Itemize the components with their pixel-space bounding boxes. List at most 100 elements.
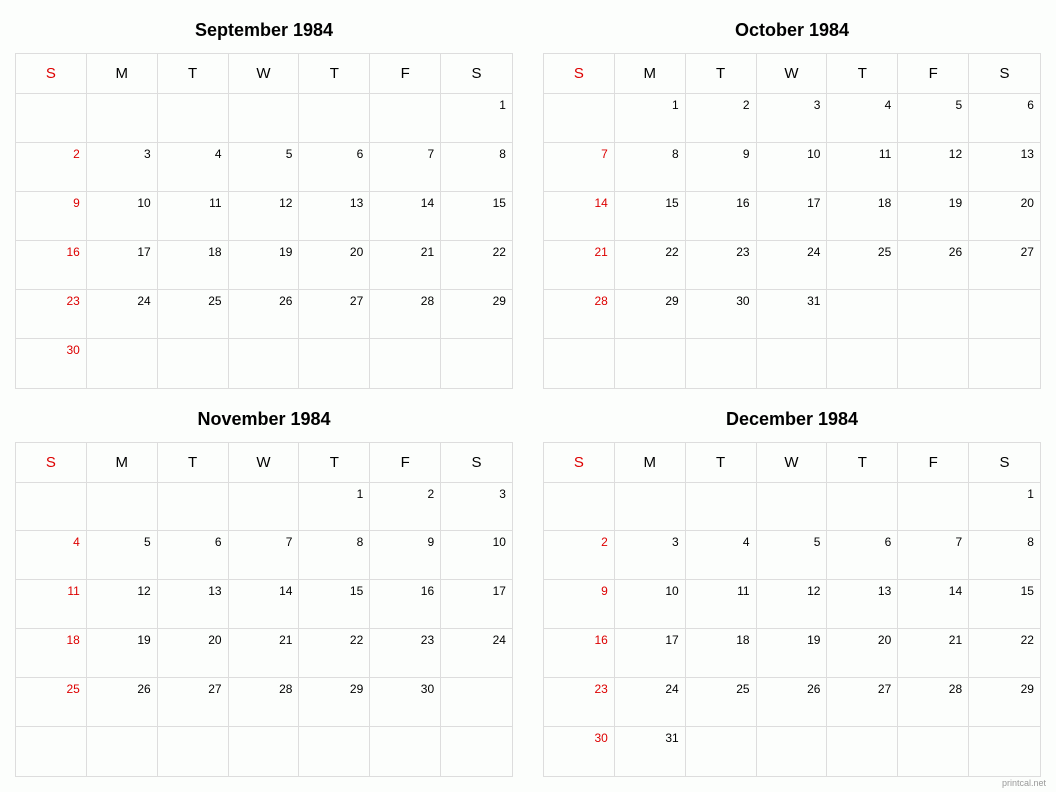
day-number: 14 — [594, 196, 607, 210]
day-number: 18 — [878, 196, 891, 210]
day-cell: 14 — [229, 580, 300, 629]
day-cell — [898, 290, 969, 339]
month-october: October 1984 SMTWTFS12345678910111213141… — [543, 20, 1041, 389]
day-cell: 3 — [441, 483, 512, 532]
day-cell: 1 — [615, 94, 686, 143]
day-number: 4 — [885, 98, 892, 112]
day-header: T — [827, 54, 898, 94]
day-cell: 25 — [16, 678, 87, 727]
day-number: 15 — [665, 196, 678, 210]
day-cell: 28 — [898, 678, 969, 727]
day-cell: 15 — [299, 580, 370, 629]
day-header: S — [16, 443, 87, 483]
day-header: T — [299, 54, 370, 94]
day-number: 1 — [672, 98, 679, 112]
day-header: S — [441, 54, 512, 94]
day-number: 14 — [421, 196, 434, 210]
day-cell: 10 — [87, 192, 158, 241]
day-number: 20 — [350, 245, 363, 259]
day-number: 2 — [427, 487, 434, 501]
day-cell: 11 — [686, 580, 757, 629]
day-number: 14 — [949, 584, 962, 598]
day-number: 25 — [208, 294, 221, 308]
day-number: 15 — [350, 584, 363, 598]
day-number: 14 — [279, 584, 292, 598]
day-cell: 30 — [544, 727, 615, 776]
day-cell: 21 — [898, 629, 969, 678]
day-number: 28 — [594, 294, 607, 308]
day-cell: 22 — [615, 241, 686, 290]
day-number: 27 — [350, 294, 363, 308]
day-number: 7 — [601, 147, 608, 161]
day-cell: 9 — [686, 143, 757, 192]
day-cell — [827, 290, 898, 339]
day-number: 26 — [279, 294, 292, 308]
day-cell: 16 — [370, 580, 441, 629]
day-number: 18 — [66, 633, 79, 647]
day-number: 2 — [73, 147, 80, 161]
day-number: 10 — [493, 535, 506, 549]
day-number: 28 — [279, 682, 292, 696]
day-number: 24 — [137, 294, 150, 308]
day-cell — [757, 483, 828, 532]
day-cell: 17 — [87, 241, 158, 290]
day-cell — [229, 483, 300, 532]
day-cell: 19 — [898, 192, 969, 241]
day-number: 13 — [208, 584, 221, 598]
day-header: S — [16, 54, 87, 94]
day-cell: 18 — [827, 192, 898, 241]
day-cell: 22 — [299, 629, 370, 678]
day-cell — [87, 483, 158, 532]
day-cell: 14 — [898, 580, 969, 629]
day-number: 6 — [885, 535, 892, 549]
day-number: 1 — [499, 98, 506, 112]
day-cell: 25 — [686, 678, 757, 727]
day-cell: 6 — [969, 94, 1040, 143]
day-cell: 11 — [16, 580, 87, 629]
day-number: 5 — [144, 535, 151, 549]
day-cell: 27 — [299, 290, 370, 339]
day-header: S — [544, 54, 615, 94]
day-cell: 17 — [757, 192, 828, 241]
day-header: S — [969, 443, 1040, 483]
day-cell — [441, 339, 512, 388]
month-november: November 1984 SMTWTFS1234567891011121314… — [15, 409, 513, 778]
day-number: 4 — [215, 147, 222, 161]
day-number: 13 — [1021, 147, 1034, 161]
day-header: M — [87, 443, 158, 483]
day-cell: 13 — [969, 143, 1040, 192]
day-number: 25 — [66, 682, 79, 696]
day-cell: 17 — [615, 629, 686, 678]
month-title: December 1984 — [543, 409, 1041, 430]
day-number: 29 — [350, 682, 363, 696]
day-cell: 24 — [87, 290, 158, 339]
day-number: 25 — [878, 245, 891, 259]
day-header: W — [757, 443, 828, 483]
day-header: T — [158, 443, 229, 483]
day-cell: 15 — [615, 192, 686, 241]
day-cell: 7 — [544, 143, 615, 192]
day-number: 23 — [594, 682, 607, 696]
day-number: 4 — [743, 535, 750, 549]
day-number: 22 — [493, 245, 506, 259]
day-cell: 19 — [757, 629, 828, 678]
day-cell: 24 — [615, 678, 686, 727]
day-cell: 26 — [898, 241, 969, 290]
day-cell: 20 — [827, 629, 898, 678]
day-cell: 2 — [16, 143, 87, 192]
day-header: S — [544, 443, 615, 483]
day-number: 17 — [665, 633, 678, 647]
day-number: 9 — [601, 584, 608, 598]
day-header: T — [686, 54, 757, 94]
day-cell — [969, 727, 1040, 776]
day-number: 10 — [137, 196, 150, 210]
month-title: November 1984 — [15, 409, 513, 430]
day-cell: 5 — [229, 143, 300, 192]
day-number: 21 — [421, 245, 434, 259]
day-cell: 4 — [827, 94, 898, 143]
day-number: 5 — [955, 98, 962, 112]
day-number: 12 — [137, 584, 150, 598]
day-cell: 29 — [615, 290, 686, 339]
day-cell: 18 — [686, 629, 757, 678]
calendar-grid: SMTWTFS123456789101112131415161718192021… — [543, 53, 1041, 389]
